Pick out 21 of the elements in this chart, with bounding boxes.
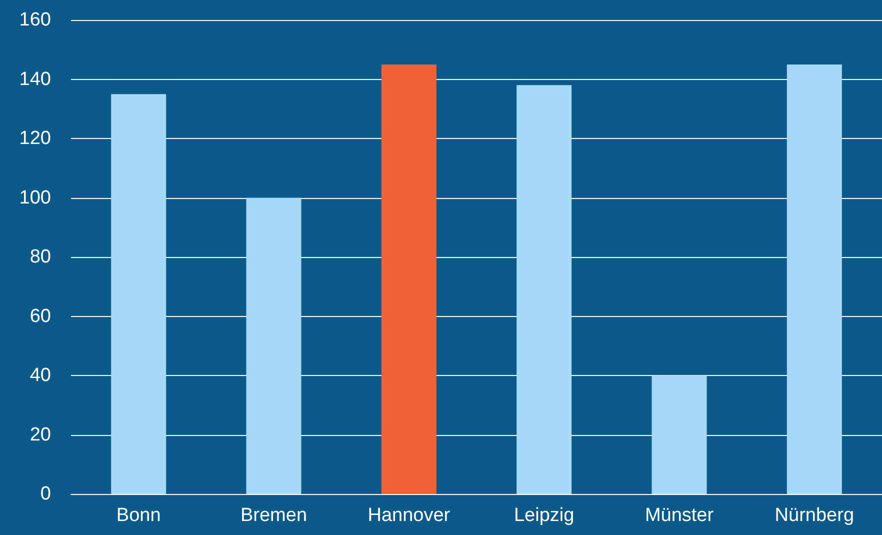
y-tick-label: 80 xyxy=(30,246,51,268)
x-tick-label: Bonn xyxy=(116,505,161,526)
bar xyxy=(246,198,302,494)
x-tick-label: Bremen xyxy=(240,505,308,526)
bar xyxy=(516,85,572,494)
bar xyxy=(381,64,436,494)
x-tick-label: Nürnberg xyxy=(774,505,854,526)
y-tick-label: 100 xyxy=(19,187,51,208)
x-tick-label: Leipzig xyxy=(514,505,574,526)
bar xyxy=(786,64,842,494)
x-tick-label: Münster xyxy=(644,505,714,526)
y-tick-label: 20 xyxy=(30,424,51,446)
y-tick-label: 160 xyxy=(19,10,51,30)
bar xyxy=(111,94,166,494)
y-tick-label: 120 xyxy=(19,128,51,149)
y-tick-label: 60 xyxy=(30,306,51,327)
y-tick-label: 40 xyxy=(30,365,51,386)
bar xyxy=(652,376,707,494)
y-tick-label: 0 xyxy=(40,484,51,504)
x-tick-label: Hannover xyxy=(368,505,451,526)
y-tick-label: 140 xyxy=(19,68,51,90)
